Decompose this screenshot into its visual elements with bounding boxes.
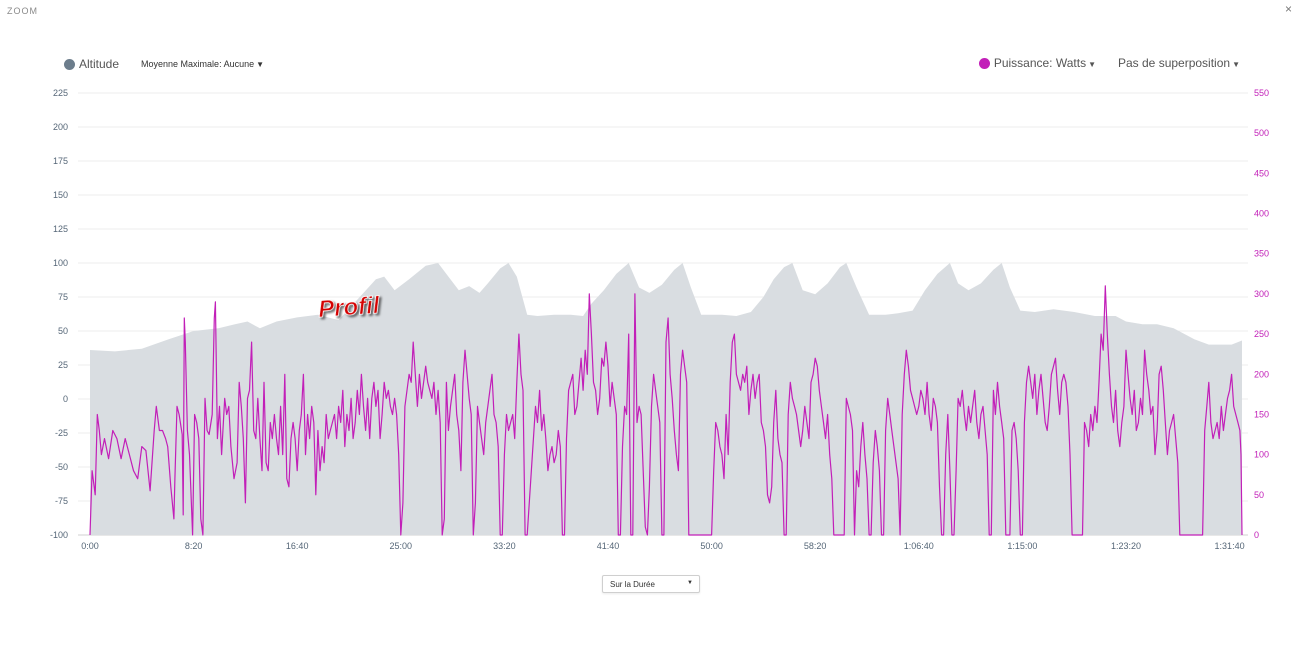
x-axis-tick-label: 0:00: [81, 541, 99, 551]
left-axis-tick-label: 175: [53, 156, 68, 166]
profil-annotation: Profil: [317, 292, 381, 323]
altitude-legend-label[interactable]: Altitude: [79, 57, 120, 71]
overlay-label: Pas de superposition: [1118, 56, 1231, 70]
left-axis-ticks: 225 200 175 150 125 100 75 50 25 0 -25 -50 -75 -100: [50, 88, 68, 540]
left-axis-tick-label: 200: [53, 122, 68, 132]
right-axis-tick-label: 400: [1254, 209, 1269, 219]
x-axis-tick-label: 8:20: [185, 541, 203, 551]
left-axis-tick-label: 75: [58, 292, 68, 302]
left-axis-tick-label: 0: [63, 394, 68, 404]
left-axis-tick-label: 225: [53, 88, 68, 98]
right-axis-tick-label: 250: [1254, 329, 1269, 339]
x-axis-ticks: 0:00 8:20 16:40 25:00 33:20 41:40 50:00 58:20 1:…: [81, 541, 1244, 551]
x-axis-tick-label: 16:40: [286, 541, 309, 551]
left-axis-tick-label: -50: [55, 462, 68, 472]
moyenne-maximale-label: Moyenne Maximale: Aucune: [141, 59, 255, 69]
x-axis-tick-label: 41:40: [597, 541, 620, 551]
power-line-layer: [89, 285, 1243, 536]
axis-mode-select[interactable]: Sur la Durée ▼: [602, 575, 700, 593]
left-axis-tick-label: 25: [58, 360, 68, 370]
right-axis-tick-label: 200: [1254, 369, 1269, 379]
right-axis-tick-label: 0: [1254, 530, 1259, 540]
power-legend-label: Puissance: Watts: [993, 56, 1087, 70]
right-axis-tick-label: 450: [1254, 168, 1269, 178]
altitude-area: [90, 263, 1242, 535]
right-axis-tick-label: 300: [1254, 289, 1269, 299]
caret-down-icon: ▼: [1088, 60, 1096, 69]
x-axis-tick-label: 1:15:00: [1007, 541, 1037, 551]
power-line: [89, 285, 1243, 536]
right-axis-tick-label: 50: [1254, 490, 1264, 500]
axis-mode-selected-value: Sur la Durée: [610, 579, 655, 589]
legend-right: Puissance: Watts ▼ Pas de superposition ▼: [978, 56, 1240, 70]
moyenne-maximale-dropdown[interactable]: Moyenne Maximale: Aucune ▼: [141, 59, 264, 69]
window-title: ZOOM: [7, 6, 38, 16]
left-axis-tick-label: 100: [53, 258, 68, 268]
altitude-legend-dot-icon: [64, 58, 75, 70]
x-axis-tick-label: 1:06:40: [904, 541, 934, 551]
right-axis-tick-label: 500: [1254, 128, 1269, 138]
x-axis-tick-label: 25:00: [390, 541, 413, 551]
altitude-area-layer: [90, 263, 1242, 535]
x-axis-tick-label: 33:20: [493, 541, 516, 551]
x-axis-tick-label: 1:31:40: [1215, 541, 1245, 551]
right-axis-tick-label: 550: [1254, 88, 1269, 98]
left-axis-tick-label: -100: [50, 530, 68, 540]
overlay-dropdown[interactable]: Pas de superposition ▼: [1118, 56, 1240, 70]
legend-left: Altitude Moyenne Maximale: Aucune ▼: [64, 57, 264, 71]
x-axis-tick-label: 50:00: [700, 541, 723, 551]
left-axis-tick-label: -25: [55, 428, 68, 438]
right-axis-tick-label: 350: [1254, 249, 1269, 259]
right-axis-tick-label: 150: [1254, 409, 1269, 419]
close-icon[interactable]: ×: [1284, 2, 1292, 16]
left-axis-tick-label: 50: [58, 326, 68, 336]
power-legend-dot-icon: [978, 57, 990, 69]
left-axis-tick-label: 125: [53, 224, 68, 234]
power-metric-dropdown[interactable]: Puissance: Watts ▼: [994, 56, 1096, 70]
caret-down-icon: ▼: [687, 580, 693, 586]
left-axis-tick-label: 150: [53, 190, 68, 200]
left-axis-tick-label: -75: [55, 496, 68, 506]
caret-down-icon: ▼: [256, 60, 265, 69]
caret-down-icon: ▼: [1232, 60, 1240, 69]
x-axis-tick-label: 1:23:20: [1111, 541, 1141, 551]
x-axis-tick-label: 58:20: [804, 541, 827, 551]
right-axis-tick-label: 100: [1254, 450, 1269, 460]
